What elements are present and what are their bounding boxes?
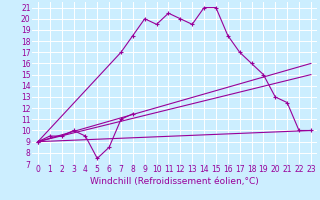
X-axis label: Windchill (Refroidissement éolien,°C): Windchill (Refroidissement éolien,°C) [90, 177, 259, 186]
